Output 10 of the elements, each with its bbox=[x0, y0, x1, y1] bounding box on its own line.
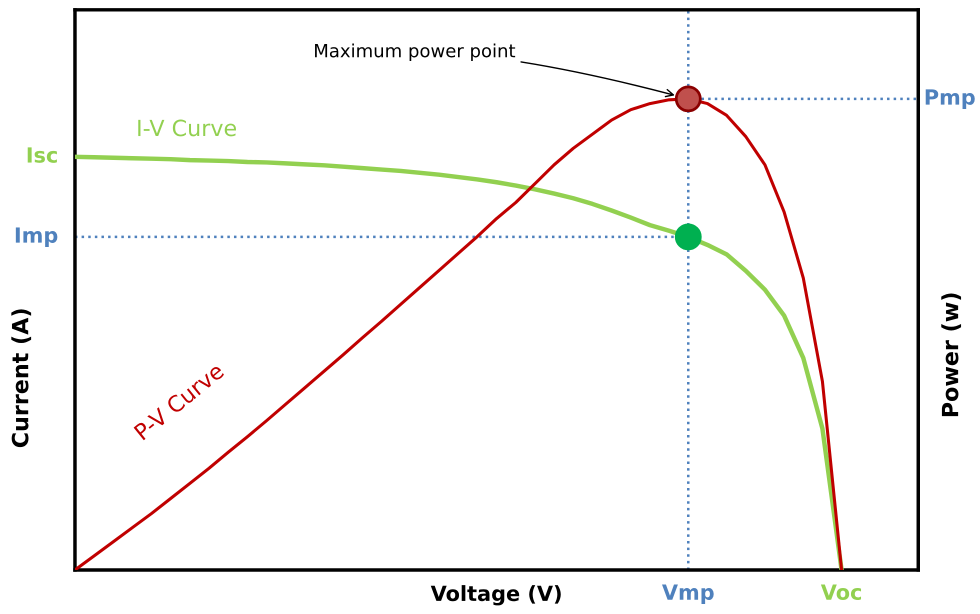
x-axis-title: Voltage (V) bbox=[430, 585, 561, 606]
y2-axis-title: Power (w) bbox=[941, 293, 962, 416]
text: Maximum power point bbox=[315, 43, 516, 61]
text: Isc bbox=[28, 147, 57, 163]
x-tick-label: Voc bbox=[820, 584, 862, 600]
series-label: I-V Curve bbox=[138, 120, 236, 136]
ref-line-label: Imp bbox=[16, 227, 58, 247]
x-tick-label: Vmp bbox=[662, 584, 714, 604]
ref-line-label: Pmp bbox=[926, 89, 975, 109]
y-axis-title: Current (A) bbox=[11, 309, 32, 448]
